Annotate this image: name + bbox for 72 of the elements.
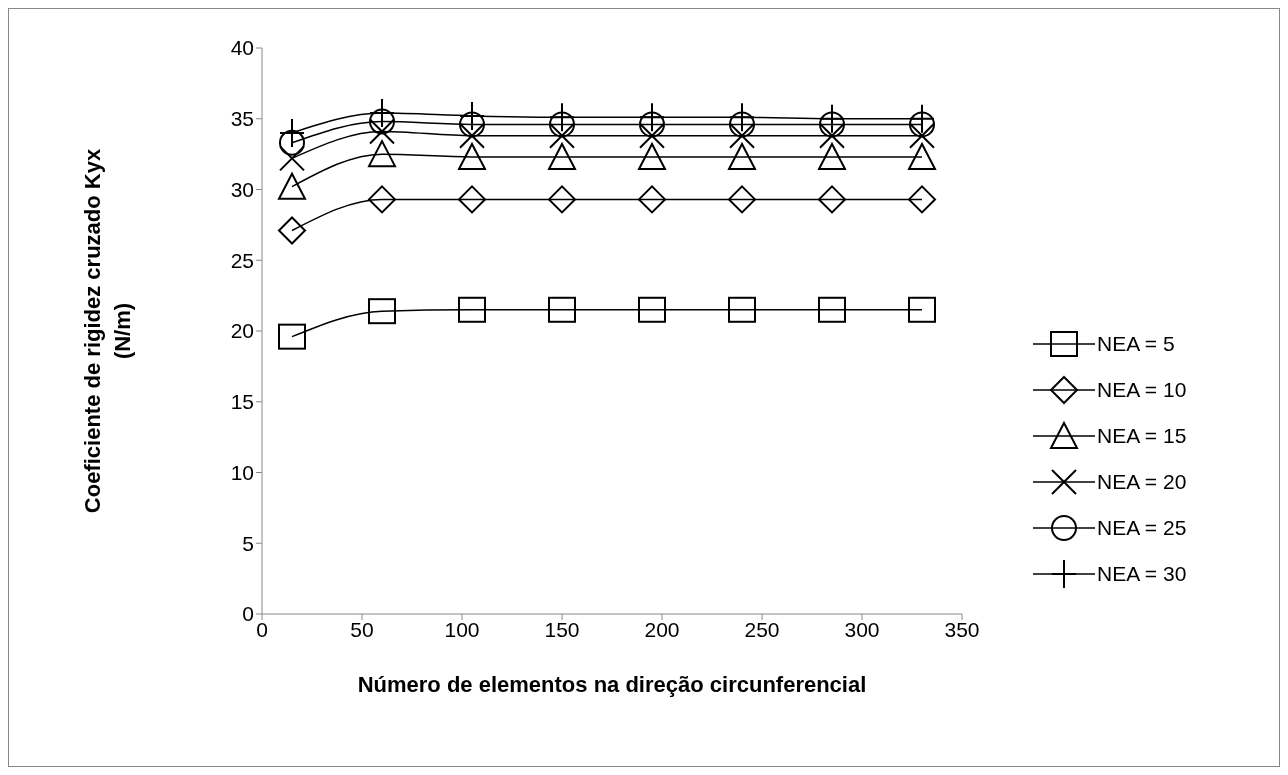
point bbox=[459, 122, 485, 149]
point bbox=[368, 298, 396, 325]
point bbox=[820, 104, 844, 133]
y-tick-label: 25 bbox=[230, 248, 254, 272]
point bbox=[638, 296, 666, 323]
x-tick-label: 250 bbox=[744, 617, 780, 641]
point bbox=[369, 118, 395, 145]
point bbox=[640, 103, 664, 132]
point bbox=[278, 172, 306, 200]
point bbox=[549, 122, 575, 149]
x-tick-label: 200 bbox=[644, 617, 680, 641]
point bbox=[909, 122, 935, 149]
point bbox=[279, 145, 305, 172]
point bbox=[549, 111, 575, 138]
point bbox=[819, 111, 845, 138]
x-tick-label: 150 bbox=[544, 617, 580, 641]
point bbox=[548, 142, 576, 170]
point bbox=[548, 185, 576, 214]
y-tick-label: 40 bbox=[230, 36, 254, 60]
point bbox=[278, 323, 306, 350]
point bbox=[548, 296, 576, 323]
x-tick-label: 300 bbox=[844, 617, 880, 641]
point bbox=[908, 296, 936, 323]
y-tick-label: 30 bbox=[230, 177, 254, 201]
legend-label: NEA = 20 bbox=[1097, 470, 1187, 494]
y-tick-label: 0 bbox=[242, 602, 254, 626]
legend-label: NEA = 25 bbox=[1097, 516, 1187, 540]
y-tick-label: 5 bbox=[242, 531, 254, 555]
point bbox=[459, 111, 485, 138]
point bbox=[818, 142, 846, 170]
point bbox=[910, 104, 934, 133]
point bbox=[818, 296, 846, 323]
point bbox=[278, 216, 306, 245]
y-tick-label: 15 bbox=[230, 390, 254, 414]
legend-label: NEA = 30 bbox=[1097, 562, 1187, 586]
point bbox=[908, 142, 936, 170]
point bbox=[819, 122, 845, 149]
point bbox=[370, 99, 394, 128]
point bbox=[280, 118, 304, 147]
point bbox=[909, 111, 935, 138]
point bbox=[728, 296, 756, 323]
point bbox=[728, 185, 756, 214]
point bbox=[639, 111, 665, 138]
point bbox=[638, 142, 666, 170]
legend-label: NEA = 10 bbox=[1097, 378, 1187, 402]
y-tick-label: 35 bbox=[230, 107, 254, 131]
point bbox=[458, 296, 486, 323]
point bbox=[638, 185, 666, 214]
point bbox=[460, 101, 484, 130]
point bbox=[550, 103, 574, 132]
point bbox=[729, 122, 755, 149]
y-tick-label: 20 bbox=[230, 319, 254, 343]
x-tick-label: 350 bbox=[944, 617, 980, 641]
y-tick-label: 10 bbox=[230, 460, 254, 484]
x-axis-title: Número de elementos na direção circunferencial bbox=[357, 672, 867, 697]
y-axis-title: Coeficiente de rigidez cruzado Kyx (N/m) bbox=[80, 148, 135, 514]
point bbox=[728, 142, 756, 170]
legend-label: NEA = 15 bbox=[1097, 424, 1187, 448]
point bbox=[369, 108, 395, 135]
point bbox=[639, 122, 665, 149]
point bbox=[368, 185, 396, 214]
point bbox=[818, 185, 846, 214]
point bbox=[729, 111, 755, 138]
point bbox=[730, 103, 754, 132]
x-tick-label: 100 bbox=[444, 617, 480, 641]
x-tick-label: 50 bbox=[350, 617, 374, 641]
point bbox=[368, 140, 396, 168]
point bbox=[279, 129, 305, 156]
point bbox=[458, 142, 486, 170]
legend-label: NEA = 5 bbox=[1097, 332, 1175, 356]
point bbox=[458, 185, 486, 214]
point bbox=[908, 185, 936, 214]
